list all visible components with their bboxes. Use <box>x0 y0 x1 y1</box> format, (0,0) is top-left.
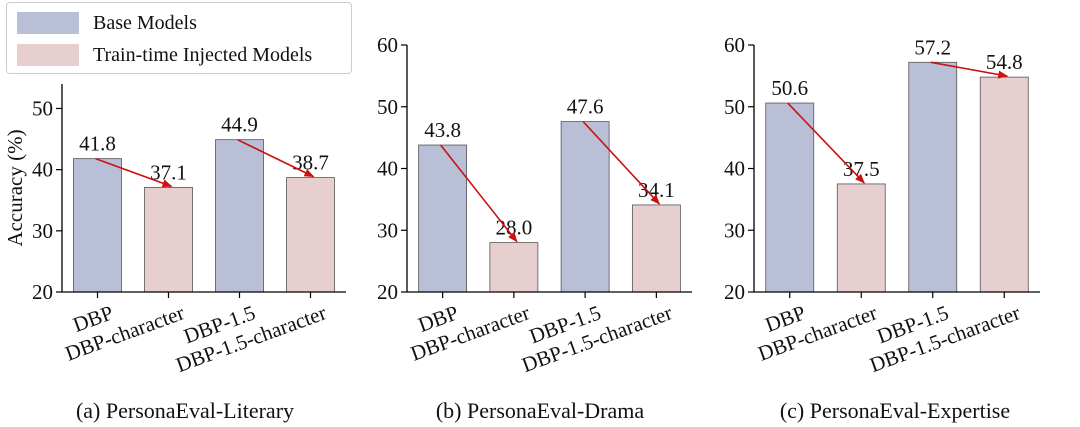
bar-base <box>73 158 122 293</box>
y-tick-label: 20 <box>724 280 745 304</box>
bar-injected <box>489 242 539 293</box>
chart-caption: (a) PersonaEval-Literary <box>76 398 294 423</box>
chart-panel-1: 20304050DBPDBP-characterDBP-1.5DBP-1.5-c… <box>3 84 346 423</box>
value-label: 54.8 <box>986 50 1023 74</box>
change-arrow <box>930 61 1009 79</box>
y-axis-title: Accuracy (%) <box>3 129 27 246</box>
value-label: 38.7 <box>292 151 329 175</box>
legend-swatch-base <box>17 12 79 34</box>
value-label: 47.6 <box>567 95 604 119</box>
value-label: 34.1 <box>638 178 675 202</box>
legend-label-injected: Train-time Injected Models <box>93 43 313 66</box>
value-label: 44.9 <box>221 113 258 137</box>
value-label: 28.0 <box>496 216 533 240</box>
y-tick-label: 50 <box>724 95 745 119</box>
y-tick-label: 40 <box>377 157 398 181</box>
bar-base <box>418 144 468 293</box>
value-label: 50.6 <box>771 76 808 100</box>
bar-injected <box>979 76 1029 293</box>
value-label: 43.8 <box>424 118 461 142</box>
chart-caption: (c) PersonaEval-Expertise <box>780 398 1010 423</box>
change-arrow <box>582 121 661 205</box>
y-tick-label: 20 <box>377 280 398 304</box>
bar-injected <box>144 186 193 293</box>
change-arrow <box>787 102 865 184</box>
bar-injected <box>286 177 335 293</box>
bar-base <box>560 121 610 293</box>
bar-base <box>908 61 958 293</box>
y-tick-label: 60 <box>724 33 745 57</box>
bar-injected <box>631 204 681 293</box>
chart-panel-2: 2030405060DBPDBP-characterDBP-1.5DBP-1.5… <box>377 33 692 423</box>
value-label: 57.2 <box>914 35 951 59</box>
chart-panel-3: 2030405060DBPDBP-characterDBP-1.5DBP-1.5… <box>724 33 1040 423</box>
legend-item-injected: Train-time Injected Models <box>17 41 312 69</box>
chart-caption: (b) PersonaEval-Drama <box>436 398 645 423</box>
value-label: 37.5 <box>843 157 880 181</box>
y-tick-label: 50 <box>32 96 53 120</box>
bar-base <box>215 139 264 293</box>
legend-label-base: Base Models <box>93 11 197 34</box>
change-arrow <box>439 144 518 243</box>
bar-base <box>765 102 815 293</box>
y-tick-label: 30 <box>32 219 53 243</box>
y-tick-label: 20 <box>32 280 53 304</box>
y-tick-label: 60 <box>377 33 398 57</box>
change-arrow <box>95 157 173 188</box>
legend-item-base: Base Models <box>17 9 197 37</box>
value-label: 41.8 <box>79 132 116 156</box>
y-tick-label: 30 <box>377 218 398 242</box>
y-tick-label: 40 <box>724 157 745 181</box>
legend-swatch-injected <box>17 44 79 66</box>
y-tick-label: 50 <box>377 95 398 119</box>
bar-injected <box>836 183 886 293</box>
y-tick-label: 30 <box>724 218 745 242</box>
y-tick-label: 40 <box>32 158 53 182</box>
legend: Base Models Train-time Injected Models <box>6 2 352 74</box>
change-arrow <box>237 138 315 178</box>
